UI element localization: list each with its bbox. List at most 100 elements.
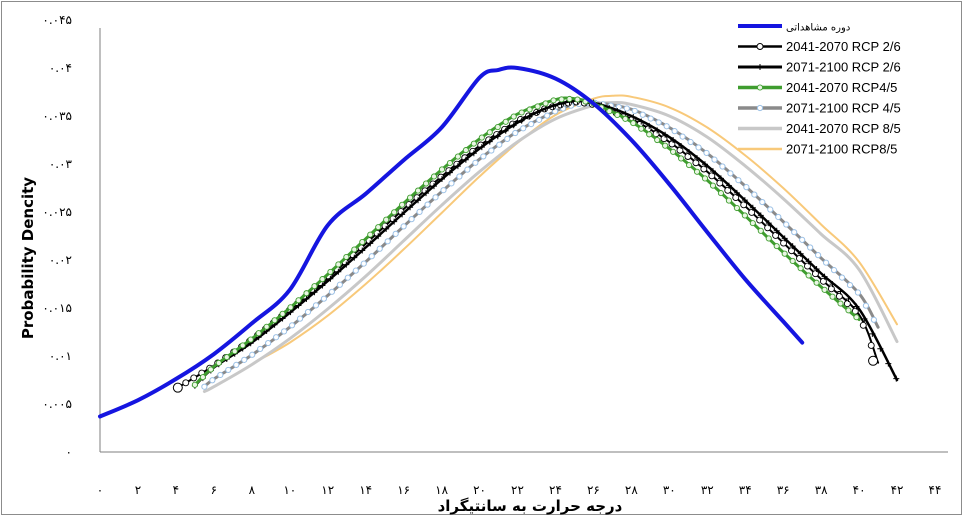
series-group	[191, 95, 861, 388]
series-marker	[504, 135, 511, 142]
series-marker	[749, 220, 756, 227]
series-marker	[383, 216, 390, 223]
series-marker	[805, 258, 812, 265]
series-marker	[703, 149, 710, 157]
series-marker	[692, 159, 700, 167]
series-marker	[486, 138, 493, 145]
series-marker	[749, 204, 756, 211]
series-marker	[470, 140, 477, 147]
series-marker	[732, 194, 740, 202]
series-marker	[255, 330, 262, 337]
series-marker	[502, 118, 509, 125]
series-marker	[422, 180, 430, 187]
series-marker	[191, 381, 198, 388]
series-marker	[791, 229, 798, 236]
series-marker	[375, 233, 382, 240]
series-marker	[295, 297, 302, 304]
series-group	[201, 99, 880, 390]
series-marker	[893, 375, 900, 382]
series-marker	[654, 127, 661, 134]
series-marker	[623, 105, 630, 112]
series-marker	[837, 288, 844, 295]
series-marker	[496, 141, 503, 148]
x-tick-label: ۴۲	[891, 483, 904, 497]
series-marker	[392, 230, 399, 237]
series-marker	[827, 285, 835, 293]
series-marker	[767, 206, 774, 213]
series-marker	[733, 189, 740, 196]
series-marker	[536, 116, 543, 123]
x-tick-label: ۳۲	[701, 483, 714, 497]
x-tick-label: ۴۰	[853, 483, 866, 497]
y-tick-label: ۰.۰۴۵	[42, 13, 72, 27]
series-marker	[502, 127, 509, 134]
series-marker	[359, 247, 366, 254]
series-marker	[343, 261, 350, 268]
series-line	[98, 65, 805, 419]
series-marker	[724, 186, 732, 194]
series-marker	[320, 295, 328, 302]
series-marker	[526, 113, 533, 120]
legend-label: دوره مشاهداتی	[786, 23, 850, 34]
series-layer	[98, 65, 900, 419]
series-marker	[861, 315, 868, 322]
series-marker	[182, 379, 190, 387]
series-marker	[574, 96, 581, 103]
series-marker	[671, 128, 678, 135]
y-tick-label: ۰.۰۴	[49, 61, 72, 75]
series-marker	[646, 122, 653, 129]
legend-label: 2071-2100 RCP8/5	[786, 142, 897, 157]
series-marker	[375, 224, 382, 231]
series-marker	[438, 176, 445, 183]
series-marker	[647, 115, 654, 122]
legend-marker	[756, 43, 764, 50]
series-line	[193, 96, 861, 387]
series-marker	[440, 187, 447, 194]
series-marker	[241, 356, 248, 363]
series-marker	[344, 274, 351, 281]
series-marker	[716, 179, 724, 187]
series-marker	[462, 147, 469, 154]
series-marker	[478, 134, 485, 141]
series-marker	[423, 190, 430, 197]
y-axis-title: Probability Dencity	[19, 177, 37, 339]
series-marker	[190, 374, 198, 382]
series-marker	[376, 245, 383, 252]
series-marker	[821, 286, 828, 293]
x-tick-label: ۲۸	[625, 483, 638, 497]
legend-item: دوره مشاهداتی	[738, 23, 850, 34]
series-marker	[480, 153, 487, 160]
legend: دوره مشاهداتی 2041-2070 RCP 2/6 2071-2100 …	[738, 23, 901, 157]
x-tick-label: ۸	[249, 483, 256, 497]
series-marker	[748, 208, 756, 216]
series-marker	[201, 383, 208, 390]
series-marker	[368, 253, 375, 260]
series-marker	[845, 307, 852, 314]
series-marker	[797, 250, 804, 257]
series-marker	[534, 109, 541, 116]
series-marker	[360, 260, 367, 267]
series-marker	[796, 254, 803, 262]
x-tick-label: ۳۶	[777, 483, 790, 497]
series-marker	[172, 382, 183, 393]
series-marker	[303, 290, 310, 297]
series-marker	[676, 146, 684, 154]
series-marker	[781, 250, 788, 257]
series-marker	[311, 289, 318, 296]
series-marker	[805, 272, 812, 279]
y-tick-label: ۰.۰۱	[49, 349, 72, 363]
series-marker	[717, 175, 724, 182]
y-tick-label: ۰.۰۳۵	[42, 109, 72, 123]
series-marker	[638, 118, 645, 125]
x-tick-label: ۲	[135, 483, 141, 497]
series-marker	[296, 315, 304, 322]
series-marker	[415, 187, 422, 194]
series-marker	[263, 323, 270, 330]
series-marker	[273, 334, 280, 341]
series-marker	[811, 270, 819, 278]
series-marker	[415, 197, 422, 204]
series-marker	[829, 281, 836, 288]
y-tick-label: ۰.۰۱۵	[42, 301, 72, 315]
series-marker	[319, 276, 326, 283]
series-marker	[438, 166, 446, 173]
